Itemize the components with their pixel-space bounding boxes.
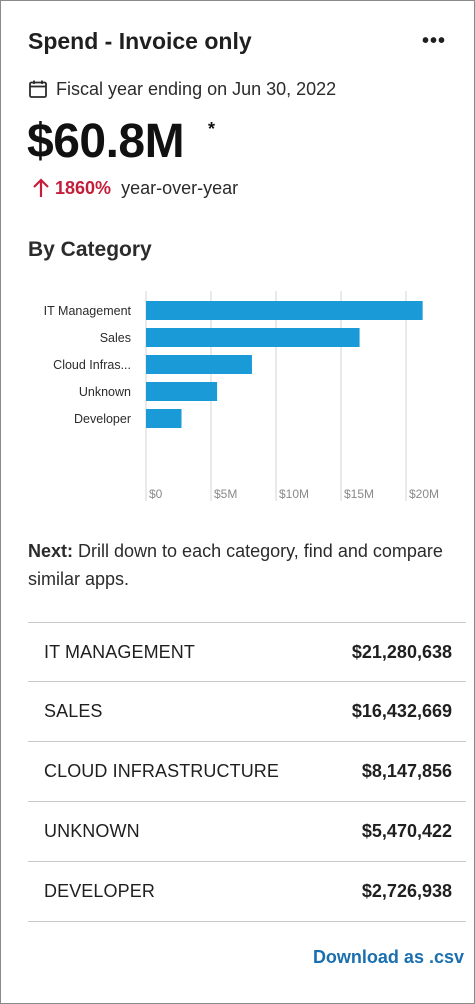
fiscal-year-text: Fiscal year ending on Jun 30, 2022 bbox=[56, 78, 337, 99]
bar bbox=[146, 382, 218, 401]
yoy-label: year-over-year bbox=[121, 177, 239, 198]
category-name: CLOUD INFRASTRUCTURE bbox=[44, 761, 280, 781]
category-name: SALES bbox=[44, 701, 103, 721]
more-icon: ••• bbox=[421, 29, 446, 52]
y-category-label: IT Management bbox=[44, 304, 132, 318]
bar bbox=[146, 301, 423, 320]
category-name: UNKNOWN bbox=[44, 821, 140, 841]
category-amount: $8,147,856 bbox=[361, 761, 452, 781]
category-amount: $5,470,422 bbox=[361, 821, 452, 841]
total-spend-value: $60.8M bbox=[27, 115, 185, 168]
up-arrow-icon bbox=[33, 178, 49, 197]
y-category-label: Sales bbox=[100, 331, 131, 345]
more-options-button[interactable]: ••• bbox=[419, 29, 449, 53]
category-amount: $21,280,638 bbox=[351, 641, 452, 662]
y-category-label: Unknown bbox=[79, 385, 131, 399]
y-category-label: Developer bbox=[74, 412, 131, 426]
bar bbox=[146, 409, 182, 428]
category-bar-chart: $0 $5M $10M $15M $20M IT Management Sales Cloud… bbox=[44, 291, 439, 501]
yoy-percentage: 1860% bbox=[55, 177, 112, 198]
category-name: DEVELOPER bbox=[44, 881, 155, 901]
x-tick-label: $0 bbox=[149, 487, 163, 501]
table-row[interactable]: UNKNOWN $5,470,422 bbox=[28, 802, 466, 862]
fiscal-year-row: Fiscal year ending on Jun 30, 2022 bbox=[28, 77, 336, 101]
yoy-change-row: 1860% year-over-year bbox=[31, 175, 238, 201]
download-csv-link[interactable]: Download as .csv bbox=[312, 947, 464, 967]
category-amount: $2,726,938 bbox=[361, 881, 452, 901]
table-row[interactable]: DEVELOPER $2,726,938 bbox=[28, 862, 466, 922]
x-tick-label: $20M bbox=[409, 487, 439, 501]
card-title: Spend - Invoice only bbox=[28, 28, 252, 54]
category-amount: $16,432,669 bbox=[351, 701, 452, 721]
table-row[interactable]: IT MANAGEMENT $21,280,638 bbox=[28, 622, 466, 682]
next-step-text: Next: Drill down to each category, find … bbox=[28, 537, 448, 593]
next-prefix: Next: bbox=[28, 541, 74, 561]
by-category-heading: By Category bbox=[28, 238, 152, 261]
category-name: IT MANAGEMENT bbox=[44, 641, 195, 662]
calendar-icon bbox=[29, 80, 47, 98]
footnote-asterisk: * bbox=[208, 119, 216, 139]
bar bbox=[146, 328, 360, 347]
table-row[interactable]: SALES $16,432,669 bbox=[28, 682, 466, 742]
table-row[interactable]: CLOUD INFRASTRUCTURE $8,147,856 bbox=[28, 742, 466, 802]
x-tick-label: $10M bbox=[279, 487, 309, 501]
next-description: Drill down to each category, find and co… bbox=[28, 541, 443, 589]
y-category-label: Cloud Infras... bbox=[53, 358, 131, 372]
bar bbox=[146, 355, 252, 374]
x-tick-label: $15M bbox=[344, 487, 374, 501]
category-table: IT MANAGEMENT $21,280,638 SALES $16,432,669… bbox=[28, 622, 466, 922]
x-tick-label: $5M bbox=[214, 487, 237, 501]
